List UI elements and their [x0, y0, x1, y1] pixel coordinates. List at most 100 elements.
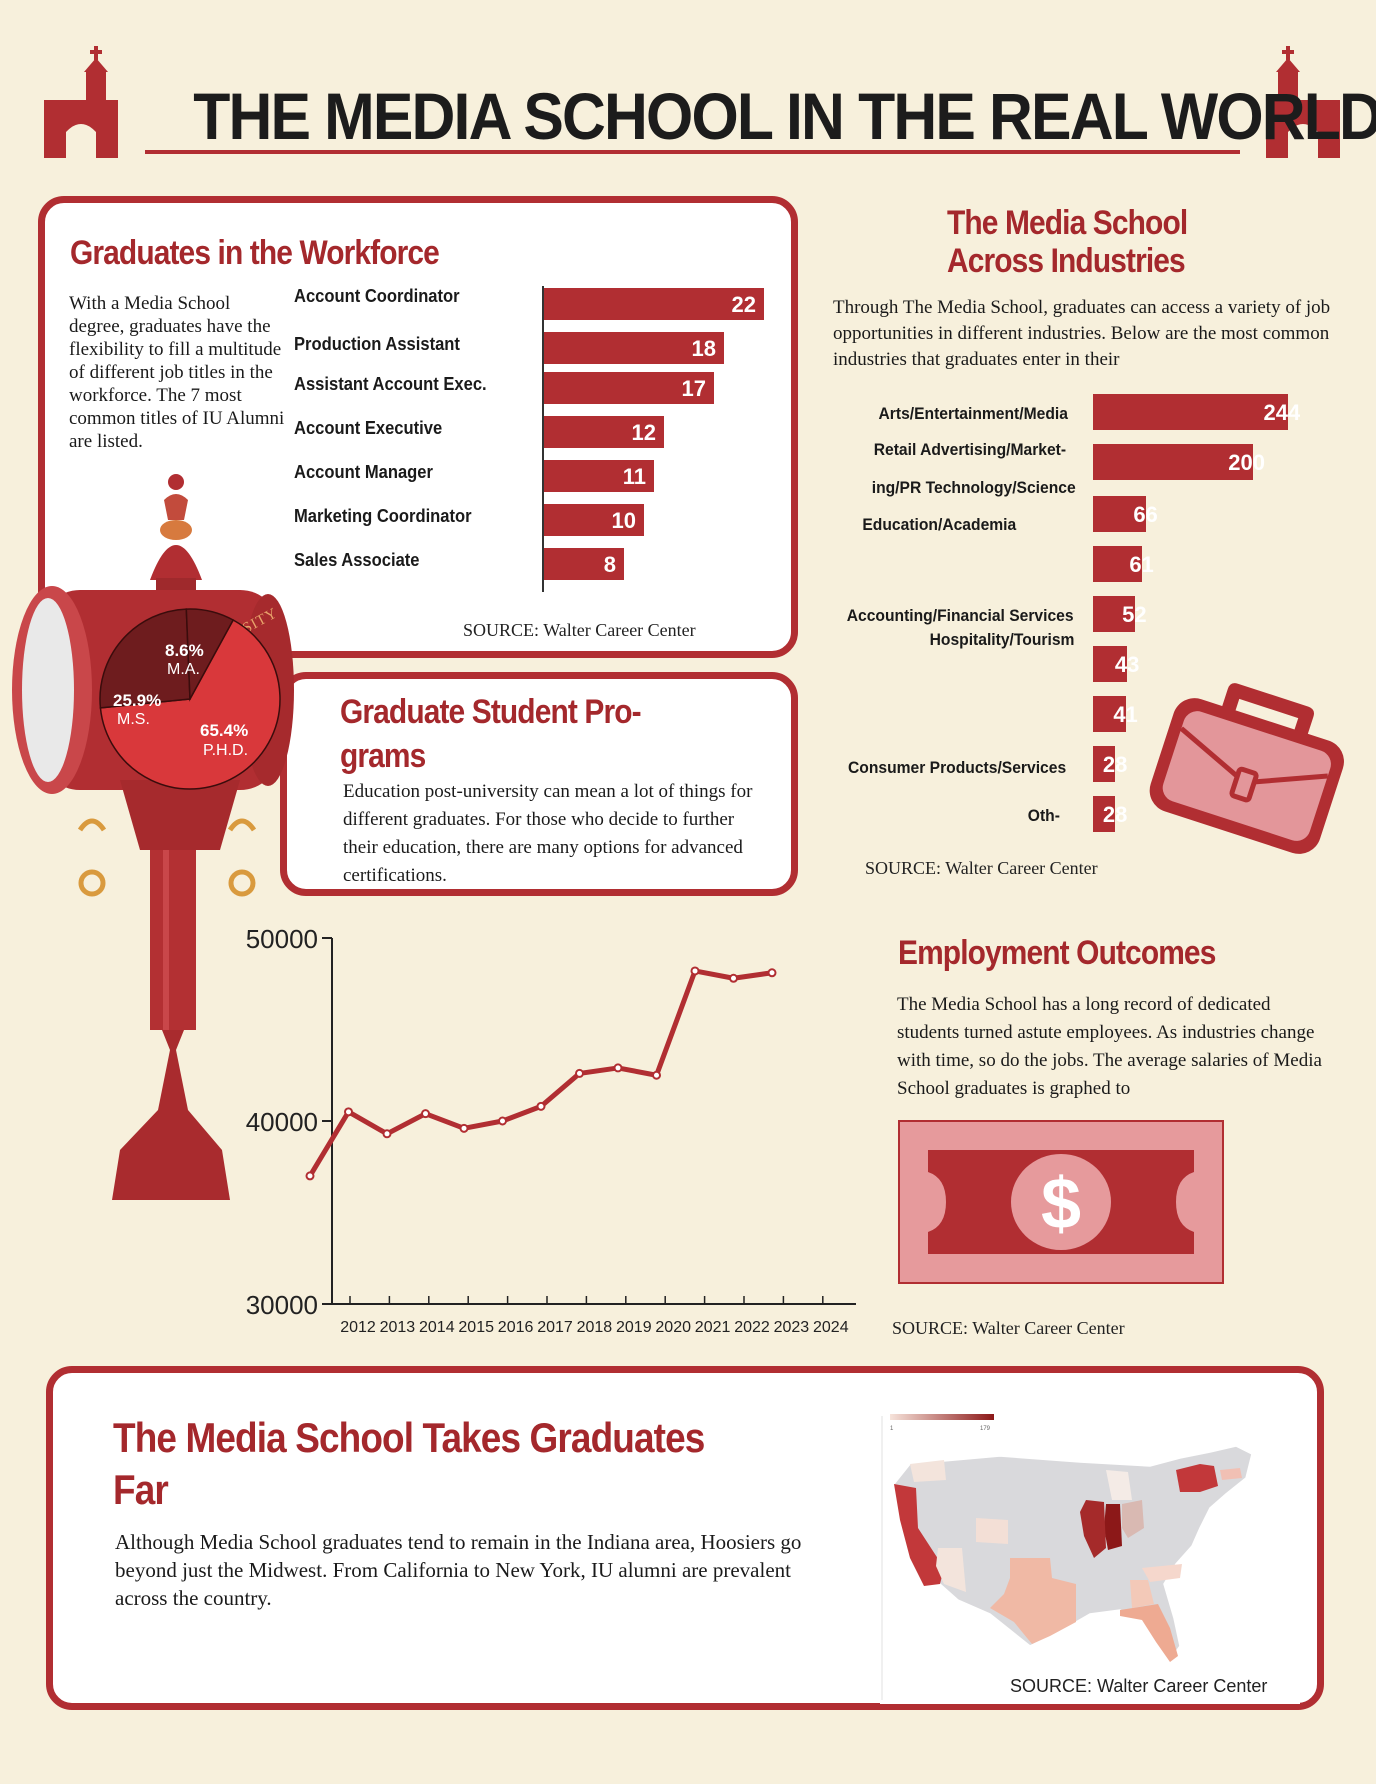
- job-titles-axis: [542, 286, 544, 592]
- map-state-colorado: [976, 1518, 1008, 1544]
- industry-value: 200: [1228, 450, 1265, 475]
- map-state-michigan: [1106, 1470, 1132, 1500]
- industries-source: SOURCE: Walter Career Center: [865, 858, 1098, 878]
- grad-programs-heading-line1: Graduate Student Pro-: [340, 693, 642, 731]
- job-title-value: 8: [603, 552, 616, 577]
- pie-label-ms-pct: 25.9%: [113, 691, 161, 710]
- industry-value: 43: [1114, 652, 1140, 677]
- salary-point: [382, 1129, 392, 1139]
- industry-label: Consumer Products/Services: [847, 758, 1066, 777]
- industry-label: Oth-: [1027, 806, 1060, 825]
- job-title-value: 12: [631, 420, 656, 445]
- salary-x-tick-label: 2021: [695, 1319, 731, 1336]
- industry-value: 28: [1102, 802, 1128, 827]
- job-title-bar: [544, 416, 664, 448]
- pie-label-phd: P.H.D.: [203, 742, 248, 759]
- industry-bar: [1093, 444, 1253, 480]
- salary-x-tick-label: 2012: [340, 1319, 376, 1336]
- industry-value: 244: [1263, 400, 1301, 425]
- pie-label-ma: M.A.: [167, 661, 200, 678]
- employment-description: The Media School has a long record of de…: [897, 994, 1322, 1099]
- geography-heading-line1: The Media School Takes Graduates: [113, 1414, 705, 1461]
- map-state-florida: [1120, 1604, 1178, 1662]
- industry-bar: [1093, 496, 1146, 532]
- salary-point: [536, 1101, 546, 1111]
- job-title-bar: [544, 460, 654, 492]
- salary-point: [459, 1123, 469, 1133]
- job-title-value: 22: [731, 292, 756, 317]
- salary-point: [305, 1171, 315, 1181]
- industry-bar: [1093, 696, 1126, 732]
- job-title-label: Production Assistant: [294, 334, 460, 354]
- pie-slice-ma: [185, 608, 235, 702]
- map-legend-bar: [890, 1414, 994, 1420]
- dollar-sign: $: [1041, 1164, 1081, 1244]
- industry-label: Hospitality/Tourism: [929, 630, 1074, 649]
- job-title-bar: [544, 504, 644, 536]
- salary-x-tick-label: 2018: [577, 1319, 613, 1336]
- page-title: THE MEDIA SCHOOL IN THE REAL WORLD: [193, 79, 1376, 153]
- salary-y-tick-label: 50000: [246, 924, 318, 954]
- map-state-illinois: [1080, 1500, 1106, 1558]
- tower-icon-right: [1266, 46, 1340, 158]
- salary-point: [421, 1109, 430, 1119]
- industry-label: Retail Advertising/Market-: [873, 440, 1066, 459]
- pie-label-ma-pct: 8.6%: [165, 641, 204, 660]
- workforce-source: SOURCE: Walter Career Center: [463, 620, 696, 640]
- industry-value: 66: [1133, 502, 1158, 527]
- salary-x-tick-label: 2022: [734, 1319, 770, 1336]
- pie-label-phd-pct: 65.4%: [200, 721, 248, 740]
- map-legend-min: 1: [890, 1426, 894, 1432]
- salary-point: [729, 973, 738, 983]
- map-state-newyork: [1176, 1464, 1218, 1492]
- geography-heading-line2: Far: [113, 1466, 169, 1513]
- industries-heading-line2: Across Industries: [947, 242, 1186, 280]
- industry-bar: [1093, 546, 1142, 582]
- salary-point: [690, 966, 700, 976]
- industry-label: ing/PR Technology/Science: [872, 478, 1076, 497]
- industries-heading-line1: The Media School: [947, 204, 1188, 242]
- degree-pie-chart: 8.6% M.A. 25.9% M.S. 65.4% P.H.D.: [99, 608, 281, 790]
- map-state-california: [894, 1484, 944, 1586]
- map-state-indiana: [1104, 1504, 1122, 1550]
- pie-label-ms: M.S.: [117, 711, 150, 728]
- dollar-bill-icon: $: [898, 1120, 1224, 1284]
- workforce-heading: Graduates in the Workforce: [70, 234, 440, 272]
- salary-point: [575, 1068, 584, 1078]
- salary-y-tick-label: 30000: [246, 1290, 318, 1320]
- grad-programs-panel: [280, 672, 798, 896]
- job-title-label: Marketing Coordinator: [294, 506, 472, 526]
- industry-value: 28: [1102, 752, 1128, 777]
- map-state-georgia: [1130, 1580, 1154, 1608]
- salary-x-tick-label: 2016: [498, 1319, 534, 1336]
- job-title-value: 17: [681, 376, 706, 401]
- map-source: SOURCE: Walter Career Center: [1010, 1676, 1267, 1696]
- briefcase-icon: [1149, 683, 1344, 854]
- salary-point: [652, 1070, 661, 1080]
- industry-value: 52: [1122, 602, 1147, 627]
- title-divider: [145, 150, 1240, 154]
- employment-source: SOURCE: Walter Career Center: [892, 1318, 1125, 1338]
- industry-bar: [1093, 646, 1128, 682]
- job-title-bar: [544, 372, 714, 404]
- job-title-label: Account Coordinator: [294, 286, 460, 306]
- job-title-bar: [544, 288, 764, 320]
- pie-slice-ms: [99, 608, 191, 709]
- pie-slice-phd: [99, 618, 281, 790]
- job-titles-chart: Account Coordinator 22 Production Assistan…: [290, 284, 770, 594]
- map-state-texas: [990, 1558, 1076, 1644]
- salary-x-tick-label: 2020: [655, 1319, 691, 1336]
- industry-bar: [1093, 746, 1116, 782]
- industry-label: Arts/Entertainment/Media: [878, 404, 1068, 423]
- salary-x-tick-label: 2019: [616, 1319, 652, 1336]
- geography-description: Although Media School graduates tend to …: [115, 1530, 802, 1610]
- salary-point: [344, 1107, 353, 1117]
- salary-x-tick-label: 2015: [458, 1319, 494, 1336]
- map-state-washington: [910, 1460, 946, 1482]
- job-title-value: 18: [691, 336, 716, 361]
- map-state-ohio: [1122, 1500, 1144, 1538]
- tower-icon-left: [44, 46, 118, 158]
- salary-x-tick-label: 2013: [380, 1319, 416, 1336]
- map-legend-max: 179: [980, 1426, 991, 1432]
